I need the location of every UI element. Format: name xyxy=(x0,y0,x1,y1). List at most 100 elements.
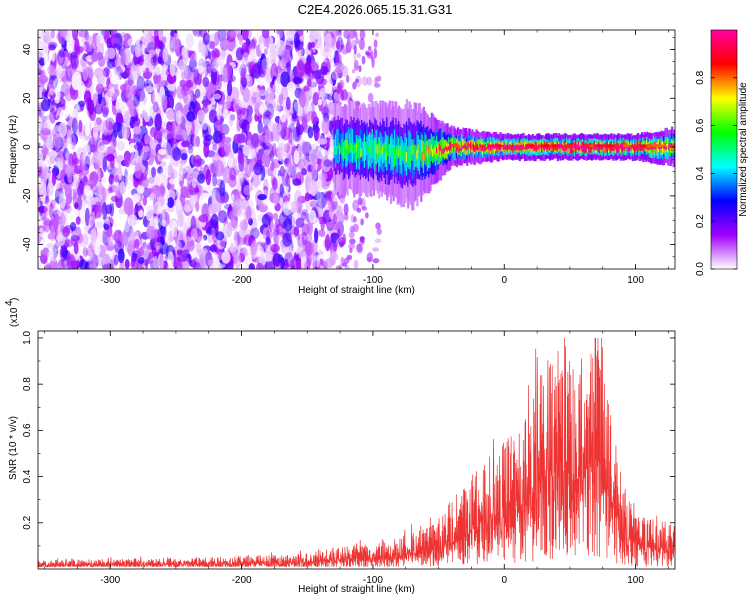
spectrogram-cell xyxy=(62,226,70,238)
bottom-x-tick-label: -200 xyxy=(232,575,252,586)
spectrogram-cell xyxy=(94,221,104,229)
colorbar-tick-label: 0.0 xyxy=(695,262,706,276)
top-y-tick-label: -20 xyxy=(22,188,33,203)
spectrogram-cell xyxy=(123,80,130,96)
spectrogram-cell xyxy=(307,41,313,51)
spectrogram-cell xyxy=(73,241,79,255)
spectrogram-cell xyxy=(149,127,157,138)
spectrogram-cell xyxy=(245,205,252,222)
spectrogram-cell xyxy=(299,35,305,42)
bottom-x-axis-label: Height of straight line (km) xyxy=(298,584,415,595)
spectrogram-cell xyxy=(343,203,349,216)
spectrogram-cell xyxy=(170,220,178,238)
spectrogram-cell xyxy=(241,30,249,41)
spectrogram-cell xyxy=(148,148,154,158)
spectrogram-cell xyxy=(203,203,209,218)
spectrogram-cell xyxy=(221,251,231,264)
spectrogram-cell xyxy=(111,233,122,241)
spectrogram-cell xyxy=(311,159,316,171)
top-y-tick-label: 20 xyxy=(22,92,33,104)
spectrogram-cell xyxy=(283,217,293,232)
spectrogram-cell xyxy=(240,67,246,84)
spectrogram-cell xyxy=(313,217,320,230)
spectrogram-cell xyxy=(302,231,308,246)
spectrogram-cell xyxy=(185,33,194,49)
spectrogram-cell xyxy=(267,230,274,239)
spectrogram-cell xyxy=(366,76,373,86)
spectrogram-cell xyxy=(172,147,182,162)
spectrogram-cell xyxy=(333,242,338,252)
spectrogram-cell xyxy=(93,131,99,140)
spectrogram-cell xyxy=(76,147,86,161)
spectrogram-cell xyxy=(301,168,307,176)
spectrogram-cell xyxy=(130,257,140,269)
spectrogram-cell xyxy=(154,113,162,131)
spectrogram-cell xyxy=(86,154,95,166)
spectrogram-cell xyxy=(229,167,237,181)
spectrogram-cell xyxy=(313,126,319,142)
spectrogram-cell xyxy=(640,144,647,148)
spectrogram-cell xyxy=(347,37,352,49)
spectrogram-cell xyxy=(242,56,249,66)
spectrogram-cell xyxy=(139,167,145,185)
spectrogram-cell xyxy=(250,48,256,60)
spectrogram-cell xyxy=(82,151,89,165)
spectrogram-cell xyxy=(197,109,206,121)
spectrogram-cell xyxy=(176,241,182,251)
spectrogram-cell xyxy=(219,240,227,247)
spectrogram-cell xyxy=(212,130,223,144)
spectrogram-cell xyxy=(316,190,322,205)
spectrogram-cell xyxy=(152,219,162,231)
spectrogram-cell xyxy=(211,59,218,73)
spectrogram-cell xyxy=(203,164,210,180)
spectrogram-cell xyxy=(109,245,116,260)
spectrogram-cell xyxy=(223,136,232,143)
spectrogram-cell xyxy=(237,171,244,179)
spectrogram-cell xyxy=(281,169,289,187)
spectrogram-cell xyxy=(103,223,110,231)
spectrogram-cell xyxy=(180,152,188,161)
spectrogram-cell xyxy=(259,103,268,113)
spectrogram-cell xyxy=(228,210,236,221)
spectrogram-cell xyxy=(141,264,146,269)
spectrogram-cell xyxy=(100,70,107,85)
spectrogram-cell xyxy=(236,117,242,132)
spectrogram-cell xyxy=(155,66,161,76)
spectrogram-cell xyxy=(74,202,79,210)
bottom-y-tick-label: 0.2 xyxy=(22,515,33,529)
spectrogram-cell xyxy=(153,255,158,269)
spectrogram-cell xyxy=(261,140,266,150)
spectrogram-cell xyxy=(182,222,189,241)
spectrogram-cell xyxy=(49,225,56,242)
top-x-tick-label: 0 xyxy=(501,275,507,286)
spectrogram-cell xyxy=(349,247,353,253)
spectrogram-cell xyxy=(310,63,319,72)
spectrogram-cell xyxy=(39,200,44,217)
spectrogram-cell xyxy=(326,71,331,86)
spectrogram-cell xyxy=(219,194,225,205)
spectrogram-cell xyxy=(182,83,190,92)
spectrogram-cell xyxy=(306,55,312,65)
spectrogram-cell xyxy=(160,80,169,87)
spectrogram-cell xyxy=(213,32,220,46)
spectrogram-cell xyxy=(303,212,310,223)
spectrogram-cell xyxy=(340,44,345,50)
spectrogram-cell xyxy=(194,88,201,99)
spectrogram-cell xyxy=(152,201,162,215)
spectrogram-cell xyxy=(287,143,292,154)
spectrogram-cell xyxy=(128,227,135,246)
spectrogram-cell xyxy=(176,184,181,198)
spectrogram-cell xyxy=(40,195,46,204)
spectrogram-cell xyxy=(124,151,131,168)
spectrogram-cell xyxy=(143,108,151,123)
spectrogram-cell xyxy=(374,76,379,85)
spectrogram-cell xyxy=(259,36,265,44)
spectrogram-cell xyxy=(165,224,171,240)
spectrogram-cell xyxy=(174,233,180,246)
colorbar-bar xyxy=(710,29,738,270)
spectrogram-cell xyxy=(282,232,292,247)
spectrogram-cell xyxy=(173,170,184,182)
spectrogram-cell xyxy=(152,101,159,113)
spectrogram-cell xyxy=(81,151,88,169)
